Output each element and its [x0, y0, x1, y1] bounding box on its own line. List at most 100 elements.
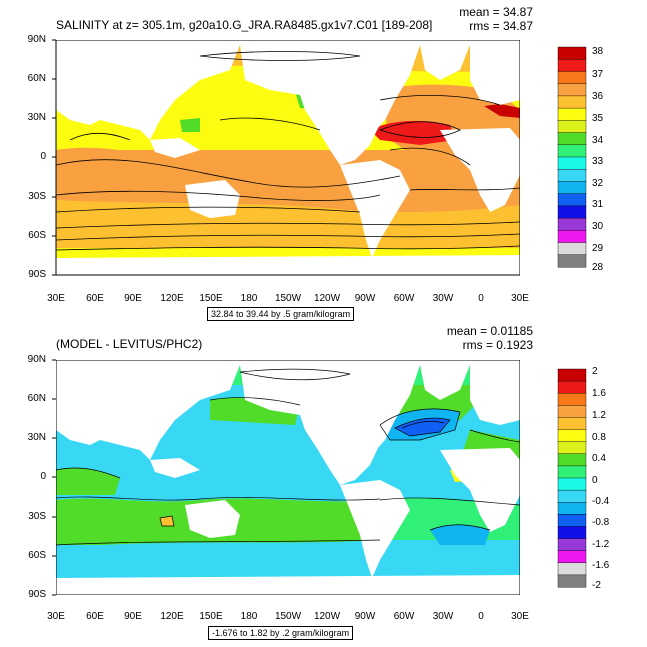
colorbar-swatch [557, 144, 587, 158]
bottom-lat-label: 60S [28, 550, 46, 561]
top-contours [56, 51, 520, 251]
bottom-colorbar-label: 2 [592, 366, 598, 377]
bottom-mean: mean = 0.01185 [446, 324, 533, 338]
colorbar-swatch [557, 217, 587, 231]
bottom-lat-label: 90S [28, 589, 46, 600]
top-mean: mean = 34.87 [459, 5, 533, 19]
top-lat-label: 90N [27, 34, 46, 45]
top-colorbar-label: 35 [592, 113, 604, 124]
top-lon-label: 30E [47, 293, 65, 304]
colorbar-swatch [557, 46, 587, 60]
bottom-title: (MODEL - LEVITUS/PHC2) [56, 337, 203, 351]
top-lon-label: 150W [274, 293, 302, 304]
top-lat-label: 60S [28, 230, 46, 241]
top-lon-label: 30E [511, 293, 529, 304]
colorbar-swatch [557, 514, 587, 527]
bottom-colorbar-label: 0.4 [592, 453, 606, 464]
bottom-colorbar-label: 1.6 [592, 388, 606, 399]
bottom-colorbar-label: -0.8 [592, 517, 610, 528]
top-colorbar-label: 28 [592, 262, 604, 273]
colorbar-swatch [557, 71, 587, 85]
bottom-lon-label: 90E [124, 611, 142, 622]
bottom-axis-ticks [52, 359, 56, 596]
bottom-lon-label: 150E [199, 611, 223, 622]
bottom-colorbar-label: -1.6 [592, 560, 610, 571]
top-lon-label: 120E [160, 293, 184, 304]
colorbar-swatch [557, 120, 587, 134]
top-colorbar-label: 34 [592, 135, 604, 146]
colorbar-swatch [557, 230, 587, 244]
colorbar-swatch [557, 181, 587, 195]
bottom-rms: rms = 0.1923 [462, 338, 533, 352]
top-axis-ticks [52, 39, 520, 276]
bottom-map [56, 360, 520, 595]
colorbar-swatch [557, 254, 587, 268]
top-lon-label: 60W [393, 293, 415, 304]
top-colorbar-label: 37 [592, 69, 604, 80]
bottom-lat-label: 90N [27, 354, 46, 365]
colorbar-swatch [557, 429, 587, 443]
top-mediterranean-outflow [370, 120, 455, 145]
top-lat-label: 60N [27, 73, 46, 84]
colorbar-swatch [557, 107, 587, 121]
colorbar-swatch [557, 405, 587, 418]
top-colorbar-label: 31 [592, 199, 604, 210]
bottom-range-box: -1.676 to 1.82 by .2 gram/kilogram [208, 626, 354, 640]
bottom-lon-label: 30W [432, 611, 454, 622]
bottom-lon-label: 60W [393, 611, 415, 622]
colorbar-swatch [557, 132, 587, 146]
bottom-lat-label: 60N [27, 393, 46, 404]
colorbar-swatch [557, 95, 587, 109]
bottom-colorbar-label: -1.2 [592, 539, 610, 550]
bottom-lon-label: 180 [240, 611, 258, 622]
top-range-box: 32.84 to 39.44 by .5 gram/kilogram [207, 307, 355, 321]
colorbar-swatch [557, 550, 587, 564]
colorbar-swatch [557, 538, 587, 552]
bottom-land [56, 365, 520, 595]
bottom-lon-label: 120E [160, 611, 184, 622]
colorbar-swatch [557, 562, 587, 576]
bottom-colorbar-label: 0.8 [592, 432, 606, 443]
colorbar-swatch [557, 477, 587, 491]
bottom-colorbar-label: -0.4 [592, 496, 610, 507]
top-colorbar-label: 33 [592, 156, 604, 167]
top-map [56, 40, 520, 275]
top-lon-label: 0 [478, 293, 484, 304]
top-lon-label: 180 [240, 293, 258, 304]
colorbar-swatch [557, 380, 587, 394]
top-rms: rms = 34.87 [469, 19, 533, 33]
bottom-lon-label: 90W [354, 611, 376, 622]
top-lon-label: 60E [86, 293, 104, 304]
colorbar-swatch [557, 441, 587, 455]
bottom-lat-label: 30N [27, 432, 46, 443]
colorbar-swatch [557, 574, 587, 588]
bottom-lon-label: 30E [511, 611, 529, 622]
colorbar-swatch [557, 526, 587, 540]
bottom-colorbar-label: 0 [592, 475, 598, 486]
bottom-lon-label: 120W [313, 611, 341, 622]
bottom-lon-label: 60E [86, 611, 104, 622]
top-colorbar-label: 36 [592, 91, 604, 102]
bottom-colorbar-label: -2 [592, 580, 601, 591]
bottom-lon-label: 0 [478, 611, 484, 622]
top-title: SALINITY at z= 305.1m, g20a10.G_JRA.RA84… [56, 18, 433, 32]
colorbar-swatch [557, 193, 587, 207]
top-lat-label: 90S [28, 269, 46, 280]
colorbar-swatch [557, 489, 587, 503]
top-lon-label: 150E [199, 293, 223, 304]
top-lat-label: 0 [40, 151, 46, 162]
colorbar-swatch [557, 169, 587, 182]
colorbar-swatch [557, 417, 587, 431]
top-lon-label: 120W [313, 293, 341, 304]
colorbar-swatch [557, 465, 587, 479]
bottom-colorbar-label: 1.2 [592, 410, 606, 421]
colorbar-swatch [557, 242, 587, 256]
bottom-colorbar [557, 368, 587, 588]
colorbar-swatch [557, 393, 587, 406]
colorbar-swatch [557, 83, 587, 97]
colorbar-swatch [557, 205, 587, 219]
top-colorbar-label: 30 [592, 221, 604, 232]
top-colorbar-label: 29 [592, 243, 604, 254]
top-land [56, 45, 520, 275]
